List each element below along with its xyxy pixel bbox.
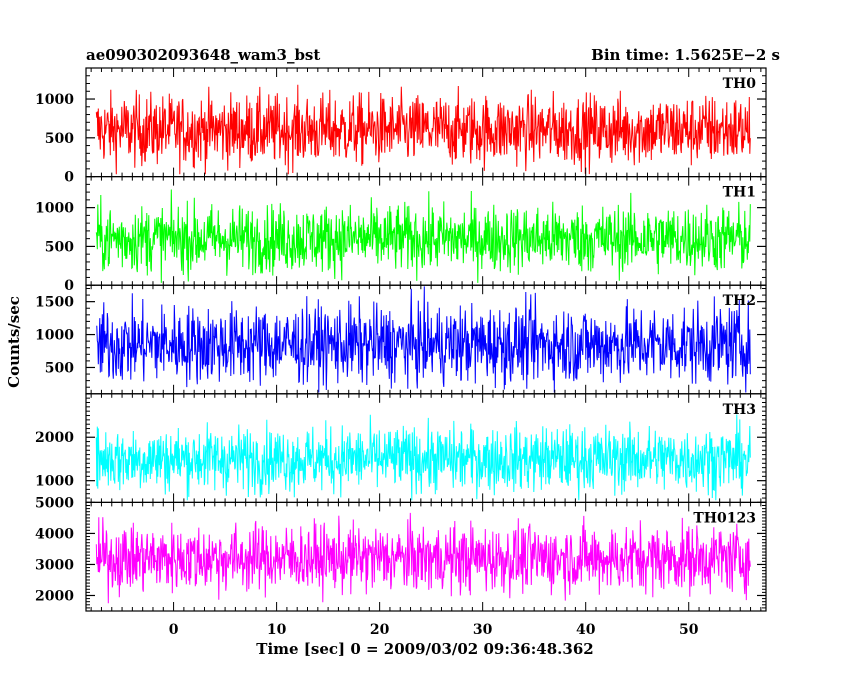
panel-th3: 1000 2000 TH3: [35, 393, 767, 503]
series-line-th3: [95, 414, 751, 501]
panel-th1: 0 500 1000 TH1: [35, 176, 767, 294]
series-line-th0: [95, 84, 751, 175]
y-tick-label: 0: [64, 170, 74, 186]
y-tick-label: 500: [45, 360, 74, 376]
panel-frame: [85, 501, 767, 612]
series-label-th1: TH1: [723, 185, 756, 201]
panel-group: 0 500 1000 TH0 0 500 1000 TH1 500 1000 1500 TH2 1000…: [35, 67, 767, 612]
x-axis-label: Time [sec] 0 = 2009/03/02 09:36:48.362: [256, 640, 593, 658]
series-line-th1: [95, 189, 751, 283]
y-tick-label: 1000: [35, 92, 74, 108]
chart-title-right: Bin time: 1.5625E−2 s: [591, 46, 780, 64]
series-line-th0123: [95, 512, 751, 604]
series-label-th3: TH3: [723, 402, 756, 418]
series-label-th2: TH2: [723, 293, 756, 309]
x-tick-label: 30: [473, 622, 493, 638]
y-tick-label: 1500: [35, 295, 74, 311]
y-tick-label: 2000: [35, 588, 74, 604]
x-tick-label: 10: [267, 622, 287, 638]
y-tick-label: 5000: [35, 495, 74, 511]
panel-th0: 0 500 1000 TH0: [35, 67, 767, 186]
series-label-th0123: TH0123: [693, 510, 756, 526]
x-tick-label: 0: [169, 622, 179, 638]
x-tick-label: 50: [679, 622, 699, 638]
chart-title-left: ae090302093648_wam3_bst: [86, 46, 320, 64]
series-label-th0: TH0: [723, 76, 757, 92]
y-tick-label: 3000: [35, 557, 74, 573]
y-axis-label: Counts/sec: [5, 296, 23, 388]
y-tick-label: 1000: [35, 201, 74, 217]
x-tick-label: 20: [370, 622, 390, 638]
series-line-th2: [96, 286, 751, 393]
panel-th0123: 2000 3000 4000 5000 TH0123: [35, 495, 767, 612]
x-tick-label: 40: [576, 622, 596, 638]
y-tick-label: 500: [45, 131, 74, 147]
x-axis: 0 10 20 30 40 50: [169, 622, 699, 638]
y-tick-label: 2000: [35, 430, 74, 446]
y-tick-label: 0: [64, 278, 74, 294]
y-tick-label: 500: [45, 239, 74, 255]
y-tick-label: 4000: [35, 526, 74, 542]
y-tick-label: 1000: [35, 474, 74, 490]
panel-th2: 500 1000 1500 TH2: [35, 284, 767, 395]
y-tick-label: 1000: [35, 328, 74, 344]
